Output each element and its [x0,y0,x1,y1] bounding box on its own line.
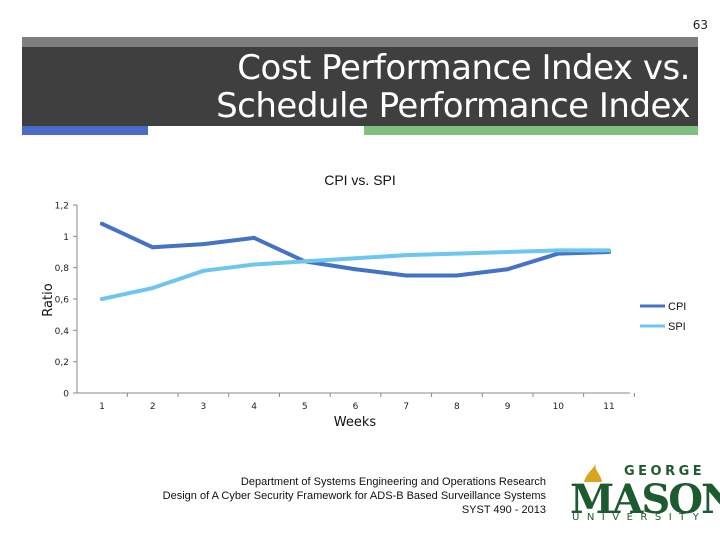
series-layer [100,221,611,301]
x-tick-label: 1 [99,402,105,412]
footer: Department of Systems Engineering and Op… [80,475,546,517]
logo-university: UNIVERSITY [572,512,707,523]
y-tick-label: 0,8 [55,264,70,274]
logo-flame-icon [584,464,602,482]
accent-bar-blue [22,126,148,135]
y-tick-label: 0,2 [55,358,69,368]
data-point-spi [556,248,561,253]
slide-title: Cost Performance Index vs. Schedule Perf… [216,48,690,126]
logo-george: GEORGE [624,464,706,479]
logo-mason: MASON [570,476,720,523]
data-point-spi [505,250,510,254]
data-point-spi [353,256,358,261]
data-point-spi [252,262,257,267]
data-point-cpi [454,273,459,278]
legend: CPI SPI [640,301,686,333]
x-tick-label: 3 [201,402,207,412]
chart-title: CPI vs. SPI [324,172,396,188]
data-point-cpi [556,251,561,256]
x-tick-label: 4 [251,402,257,412]
x-tick-label: 10 [553,402,565,412]
y-tick-label: 0 [63,390,69,400]
x-tick-label: 2 [150,402,156,412]
data-point-cpi [404,273,409,278]
data-point-cpi [201,242,206,247]
footer-department: Department of Systems Engineering and Op… [240,476,546,488]
data-point-spi [454,251,459,256]
y-tick-label: 1,2 [55,202,69,212]
data-point-cpi [505,267,510,272]
x-tick-label: 8 [454,402,460,412]
y-tick-label: 0,4 [55,327,70,337]
x-tick-label: 9 [505,402,511,412]
axes-layer: 0 0,2 0,4 0,6 0,8 1 1,2 1 2 3 4 5 6 7 8 9 10 11 [55,202,635,412]
data-point-cpi [252,235,257,240]
title-band: Cost Performance Index vs. Schedule Perf… [22,37,698,126]
footer-project: Design of A Cyber Security Framework for… [162,490,546,502]
y-axis-label: Ratio [41,283,56,316]
x-tick-label: 5 [302,402,308,412]
data-point-cpi [150,245,155,250]
title-band-top-strip [22,37,698,47]
x-tick-label: 11 [603,402,614,412]
george-mason-logo: GEORGE MASON UNIVERSITY [568,462,720,524]
page-number: 63 [692,18,708,32]
x-tick-label: 6 [353,402,359,412]
legend-label: CPI [668,301,686,313]
data-point-spi [404,253,409,258]
data-point-spi [150,286,155,291]
data-point-spi [607,248,611,253]
data-point-spi [302,259,307,264]
x-tick-label: 7 [403,402,409,412]
accent-bar-green [364,126,698,135]
footer-course: SYST 490 - 2013 [461,504,546,516]
data-point-spi [201,268,206,273]
data-point-cpi [353,267,358,272]
x-axis-label: Weeks [334,415,377,430]
data-point-spi [100,297,104,301]
y-tick-label: 1 [63,233,69,243]
legend-label: SPI [668,321,686,333]
y-tick-label: 0,6 [55,296,70,306]
data-point-cpi [100,221,104,226]
